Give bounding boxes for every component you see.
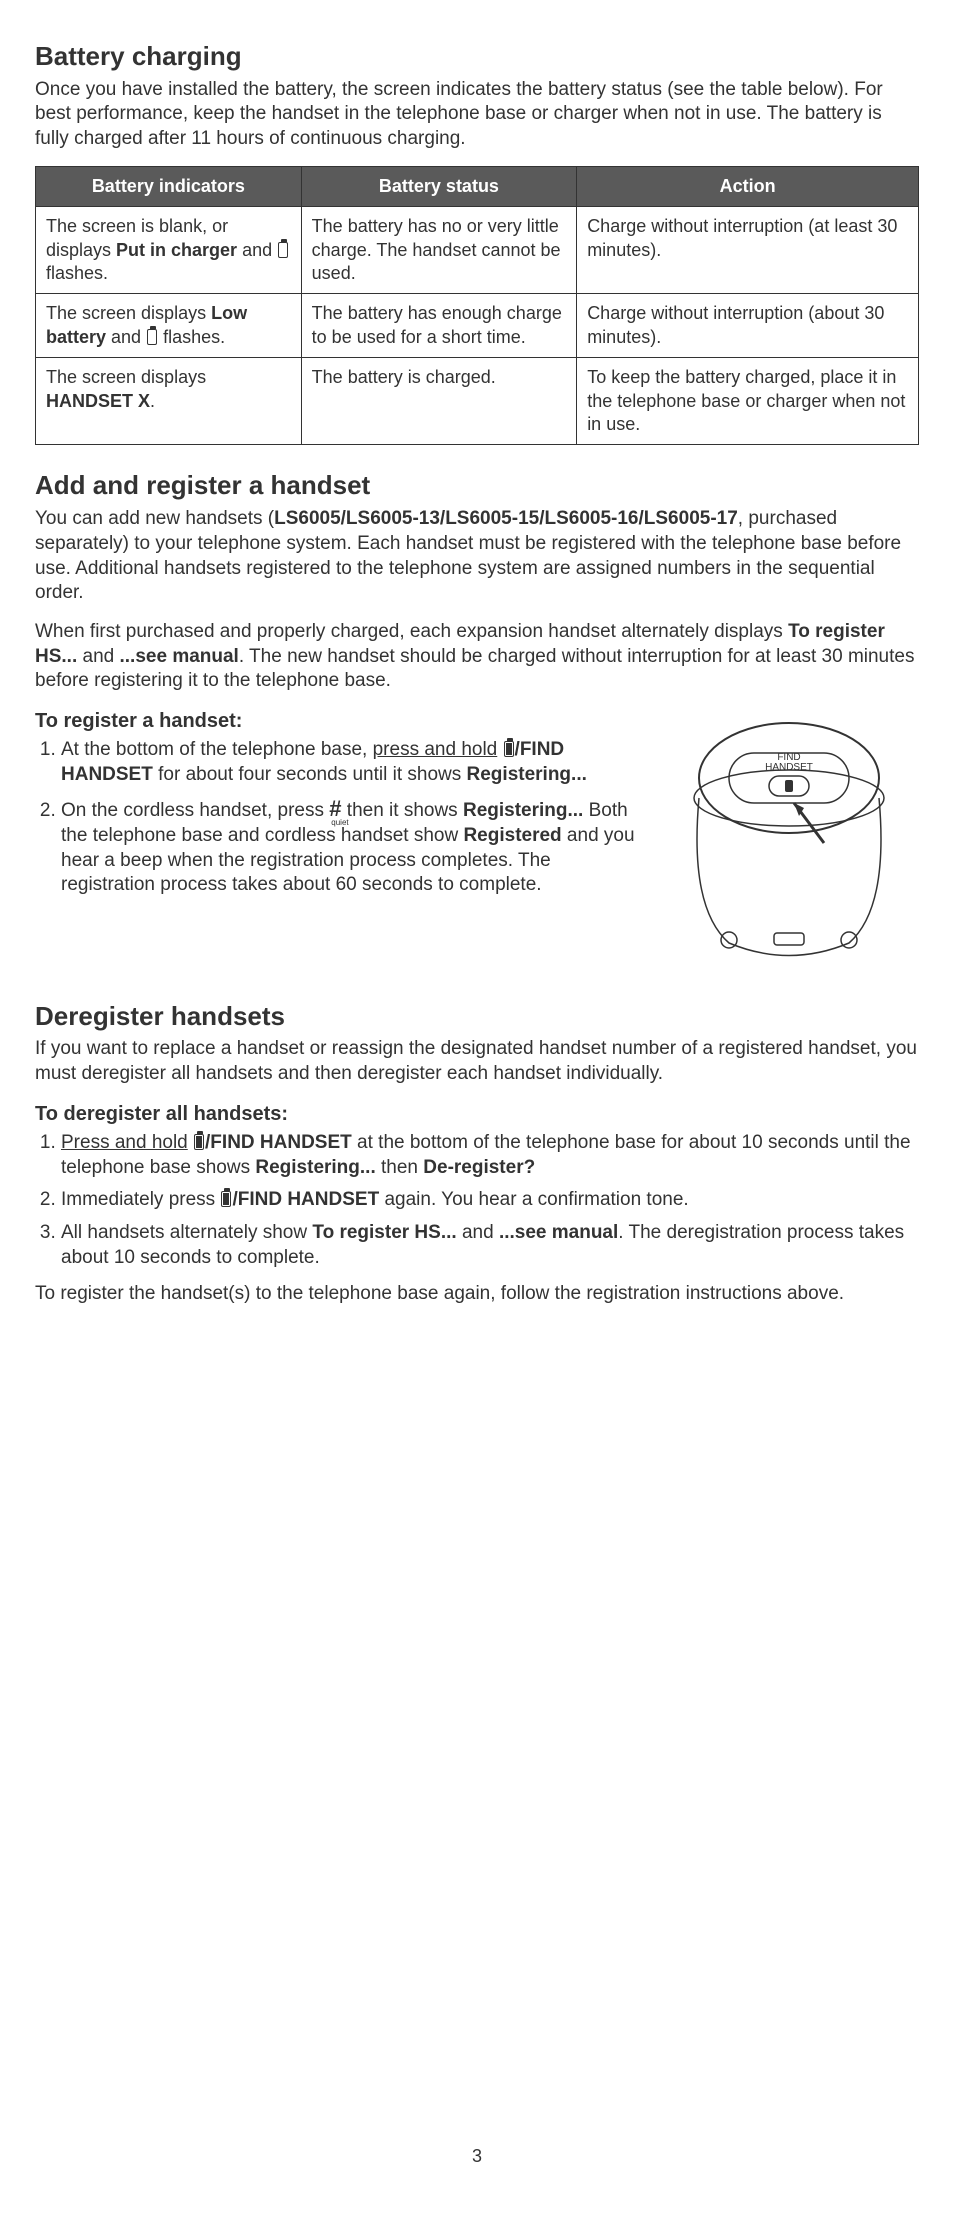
heading-add-register: Add and register a handset [35, 469, 919, 503]
battery-charging-intro: Once you have installed the battery, the… [35, 78, 919, 152]
section-battery-charging: Battery charging Once you have installed… [35, 40, 919, 445]
list-item: At the bottom of the telephone base, pre… [61, 738, 639, 787]
th-status: Battery status [301, 166, 577, 206]
list-item: On the cordless handset, press #quiet th… [61, 795, 639, 898]
deregister-subhead: To deregister all handsets: [35, 1101, 919, 1127]
handset-icon [504, 741, 514, 757]
cell-status: The battery is charged. [301, 358, 577, 445]
page-number: 3 [35, 2145, 919, 2168]
cell-status: The battery has enough charge to be used… [301, 294, 577, 358]
add-register-p2: When first purchased and properly charge… [35, 620, 919, 694]
pound-key-icon: #quiet [329, 795, 341, 824]
list-item: Immediately press /FIND HANDSET again. Y… [61, 1188, 919, 1213]
table-row: The screen is blank, or displays Put in … [36, 207, 919, 294]
table-row: The screen displays HANDSET X. The batte… [36, 358, 919, 445]
base-station-figure: FIND HANDSET [659, 708, 919, 976]
cell-indicator: The screen is blank, or displays Put in … [36, 207, 302, 294]
battery-empty-icon [147, 329, 157, 345]
table-row: The screen displays Low battery and flas… [36, 294, 919, 358]
section-deregister: Deregister handsets If you want to repla… [35, 1000, 919, 1307]
cell-indicator: The screen displays Low battery and flas… [36, 294, 302, 358]
th-action: Action [577, 166, 919, 206]
cell-indicator: The screen displays HANDSET X. [36, 358, 302, 445]
register-subhead: To register a handset: [35, 708, 639, 734]
deregister-outro: To register the handset(s) to the teleph… [35, 1282, 919, 1307]
list-item: All handsets alternately show To registe… [61, 1221, 919, 1270]
cell-action: Charge without interruption (about 30 mi… [577, 294, 919, 358]
list-item: Press and hold /FIND HANDSET at the bott… [61, 1131, 919, 1180]
section-add-register: Add and register a handset You can add n… [35, 469, 919, 975]
deregister-steps: Press and hold /FIND HANDSET at the bott… [35, 1131, 919, 1270]
cell-status: The battery has no or very little charge… [301, 207, 577, 294]
handset-icon [194, 1134, 204, 1150]
add-register-p1: You can add new handsets (LS6005/LS6005-… [35, 507, 919, 606]
cell-action: To keep the battery charged, place it in… [577, 358, 919, 445]
heading-battery-charging: Battery charging [35, 40, 919, 74]
handset-icon [221, 1191, 231, 1207]
th-indicators: Battery indicators [36, 166, 302, 206]
register-steps: At the bottom of the telephone base, pre… [35, 738, 639, 898]
cell-action: Charge without interruption (at least 30… [577, 207, 919, 294]
battery-empty-icon [278, 242, 288, 258]
svg-text:HANDSET: HANDSET [765, 762, 813, 773]
battery-status-table: Battery indicators Battery status Action… [35, 166, 919, 446]
deregister-intro: If you want to replace a handset or reas… [35, 1037, 919, 1086]
heading-deregister: Deregister handsets [35, 1000, 919, 1034]
